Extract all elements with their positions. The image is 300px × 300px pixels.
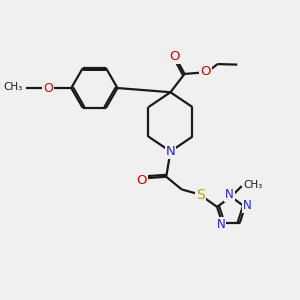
Text: N: N: [166, 145, 175, 158]
Text: O: O: [43, 82, 53, 94]
Text: CH₃: CH₃: [3, 82, 22, 92]
Text: N: N: [225, 188, 234, 201]
Text: O: O: [200, 65, 211, 79]
Text: S: S: [196, 188, 205, 202]
Text: CH₃: CH₃: [244, 180, 263, 190]
Text: O: O: [137, 174, 147, 187]
Text: O: O: [169, 50, 180, 63]
Text: N: N: [217, 218, 225, 231]
Text: N: N: [242, 199, 251, 212]
